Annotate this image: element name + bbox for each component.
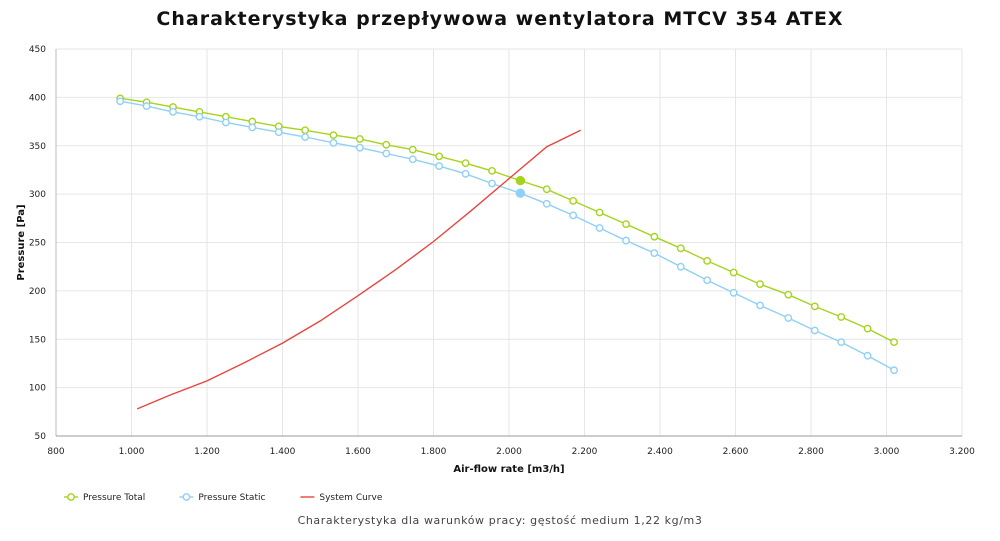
x-tick-label: 1.600 [345, 447, 371, 457]
pressure-total-point [301, 126, 310, 135]
pressure-static-point [195, 112, 204, 121]
x-tick-label: 1.000 [119, 447, 145, 457]
y-tick-label: 350 [29, 142, 46, 152]
pressure-static-point [703, 276, 712, 285]
pressure-static-point [301, 133, 310, 141]
pressure-total-point [622, 220, 630, 229]
x-tick-label: 2.400 [647, 447, 673, 457]
x-tick-label: 1.400 [270, 447, 296, 457]
x-axis-title: Air-flow rate [m3/h] [453, 464, 564, 475]
pressure-static-point [435, 162, 444, 170]
pressure-static-point [461, 169, 470, 178]
pressure-total-point [756, 280, 764, 289]
chart-caption: Charakterystyka dla warunków pracy: gęst… [297, 514, 703, 527]
pressure-total-point [729, 268, 738, 277]
pressure-total-point [569, 196, 578, 205]
x-tick-label: 800 [47, 447, 64, 457]
system-curve-line [136, 129, 582, 410]
x-tick-label: 2.000 [496, 447, 522, 457]
pressure-static-operating-point [515, 188, 526, 198]
pressure-static-point [542, 199, 551, 208]
pressure-static-point [274, 128, 283, 137]
pressure-total-point [703, 256, 712, 265]
legend: Pressure Total Pressure Static System Curv… [64, 493, 383, 503]
pressure-static-point [863, 351, 872, 360]
pressure-static-point [355, 143, 364, 152]
pressure-static-point [382, 149, 391, 158]
pressure-static-point [756, 301, 764, 310]
legend-pressure-total-marker [67, 493, 75, 501]
pressure-total-point [329, 131, 338, 140]
pressure-total-point [595, 208, 604, 217]
y-tick-label: 400 [29, 93, 46, 103]
pressure-static-point [248, 123, 257, 132]
chart-title: Charakterystyka przepływowa wentylatora … [156, 8, 844, 30]
x-tick-label: 2.200 [572, 447, 598, 457]
pressure-static-point [221, 118, 230, 127]
x-tick-label: 3.200 [949, 447, 975, 457]
pressure-static-point [142, 102, 151, 110]
pressure-total-point [676, 244, 685, 253]
x-tick-label: 1.200 [194, 447, 220, 457]
pressure-static-point [488, 179, 496, 188]
pressure-static-point [676, 262, 685, 271]
pressure-total-point [650, 232, 659, 241]
pressure-total-point [435, 152, 444, 161]
pressure-total-point [837, 313, 846, 321]
axes: 800 1.000 1.200 1.400 1.600 1.800 2.000 2.200 2.… [16, 45, 975, 475]
y-tick-label: 100 [29, 384, 46, 394]
pressure-static-point [569, 211, 578, 220]
pressure-total-point [863, 324, 872, 333]
legend-system-curve-label: System Curve [319, 493, 382, 503]
pressure-total-point [784, 290, 793, 299]
pressure-static-line [120, 100, 895, 371]
x-tick-label: 1.800 [421, 447, 447, 457]
pressure-static-point [622, 236, 630, 245]
y-tick-label: 50 [35, 432, 47, 442]
pressure-static-point [784, 314, 793, 322]
pressure-total-operating-point [515, 175, 526, 186]
y-tick-label: 250 [29, 239, 46, 249]
pressure-total-point [461, 159, 470, 168]
y-tick-label: 450 [29, 45, 46, 55]
pressure-static-point [408, 155, 417, 164]
pressure-total-line [120, 97, 895, 343]
x-tick-label: 2.600 [723, 447, 749, 457]
pressure-total-point [382, 140, 391, 149]
pressure-static-point [116, 97, 125, 106]
pressure-static-point [837, 338, 846, 347]
pressure-static-point [329, 138, 338, 147]
pressure-static-point [169, 107, 177, 116]
y-tick-label: 300 [29, 190, 46, 200]
x-tick-label: 3.000 [874, 447, 900, 457]
y-tick-label: 150 [29, 335, 46, 345]
pressure-static-point [650, 249, 659, 258]
y-axis-title: Pressure [Pa] [16, 204, 27, 280]
pressure-total-point [890, 338, 898, 347]
y-tick-label: 200 [29, 287, 46, 297]
pressure-total-point [488, 167, 496, 175]
pressure-total-point [810, 302, 819, 311]
legend-pressure-static-label: Pressure Static [198, 493, 265, 503]
legend-pressure-total-label: Pressure Total [83, 493, 145, 503]
pressure-static-point [810, 326, 819, 335]
pressure-total-point [355, 135, 364, 143]
legend-pressure-static-marker [182, 493, 191, 501]
pressure-static-point [595, 224, 604, 232]
grid [55, 48, 963, 437]
pressure-static-point [890, 366, 898, 375]
series-layer [116, 94, 898, 410]
x-tick-label: 2.800 [798, 447, 824, 457]
pressure-static-point [729, 288, 738, 297]
pressure-total-point [542, 185, 551, 194]
pressure-total-point [408, 145, 417, 154]
